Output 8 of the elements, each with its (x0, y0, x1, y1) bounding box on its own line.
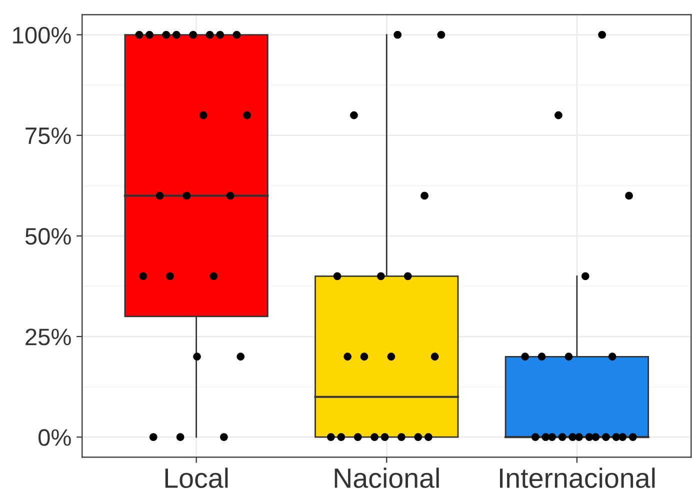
x-tick-label: Local (165, 468, 228, 488)
y-tick-label: 75% (26, 128, 71, 144)
y-tick-label: 25% (26, 328, 71, 346)
y-tick-label: 50% (25, 228, 71, 245)
y-tick-label: 100% (13, 26, 71, 44)
x-tick-label: Internacional (500, 468, 655, 488)
y-tick-label: 0% (38, 429, 71, 446)
x-tick-label: Nacional (334, 468, 439, 488)
